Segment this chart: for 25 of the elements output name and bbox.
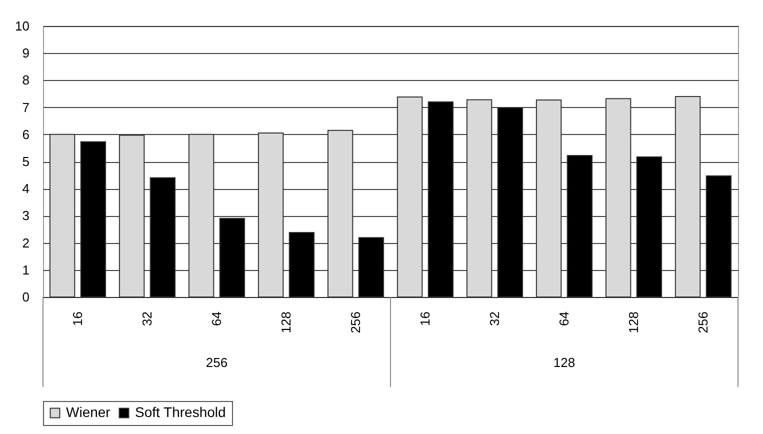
x-tick-label: 128 xyxy=(626,312,641,334)
y-tick-label: 2 xyxy=(22,235,30,250)
y-tick-label: 9 xyxy=(22,46,30,61)
x-tick-label: 256 xyxy=(348,312,363,334)
x-tick-label: 128 xyxy=(278,312,294,334)
y-tick-label: 6 xyxy=(22,126,30,142)
y-tick-label: 4 xyxy=(22,181,30,196)
text: 256 xyxy=(206,355,228,370)
x-tick-label: 64 xyxy=(556,312,572,326)
y-tick-label: 7 xyxy=(22,100,30,115)
legend-label: Soft Threshold xyxy=(135,404,226,420)
x-tick-label: 32 xyxy=(486,312,502,326)
x-tick-label: 32 xyxy=(139,312,154,326)
y-tick-label: 10 xyxy=(15,18,30,34)
x-tick-label: 256 xyxy=(695,312,710,334)
x-tick-label: 16 xyxy=(417,312,432,326)
text: 128 xyxy=(553,355,576,370)
y-tick-label: 3 xyxy=(22,208,30,224)
x-tick-label: 64 xyxy=(208,312,224,326)
y-tick-label: 1 xyxy=(22,262,30,278)
x-tick-label: 16 xyxy=(70,312,85,326)
y-tick-label: 5 xyxy=(22,154,30,169)
y-tick-label: 0 xyxy=(22,290,30,304)
y-tick-label: 8 xyxy=(22,72,30,88)
legend-label: Wiener xyxy=(66,404,111,420)
